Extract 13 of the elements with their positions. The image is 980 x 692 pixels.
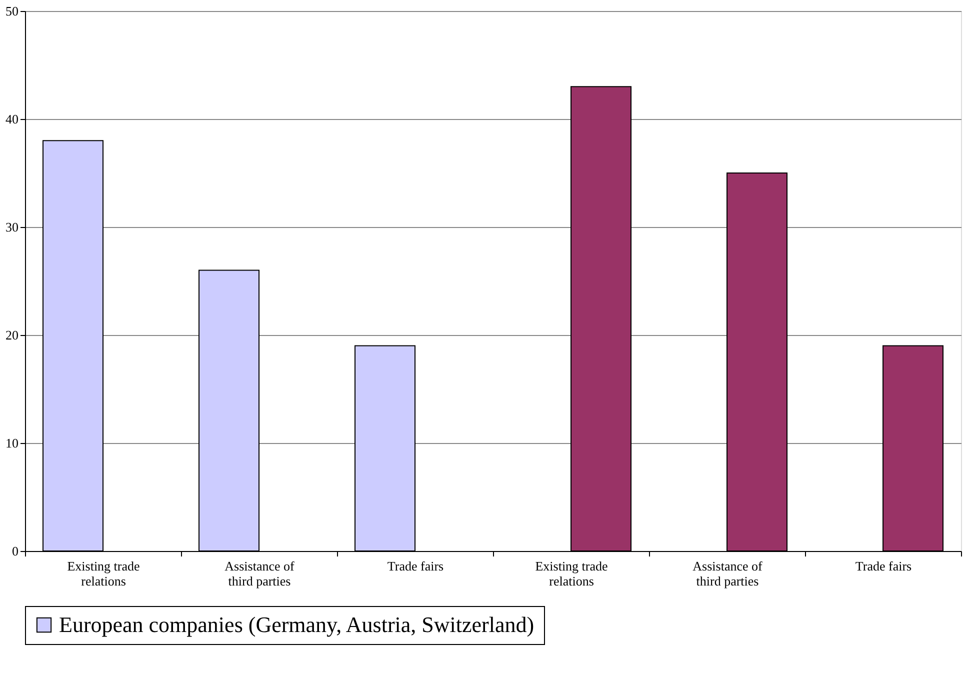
y-tick-label: 0: [12, 544, 18, 558]
y-tick-label: 40: [6, 112, 18, 126]
y-tick-label: 20: [6, 328, 18, 342]
y-tick-label: 10: [6, 436, 18, 450]
x-tick-label: Assistance of third parties: [224, 558, 296, 588]
x-tick-label: Existing trade relations: [67, 558, 140, 588]
y-tick-label: 30: [6, 220, 18, 234]
x-tick-label: Existing trade relations: [535, 558, 608, 588]
legend-label: European companies (Germany, Austria, Switzerland): [59, 612, 534, 637]
x-tick-label: Assistance of third parties: [692, 558, 764, 588]
x-tick-label: Trade fairs: [855, 558, 912, 574]
y-tick-label: 50: [6, 4, 18, 18]
x-tick-label: Trade fairs: [387, 558, 444, 574]
